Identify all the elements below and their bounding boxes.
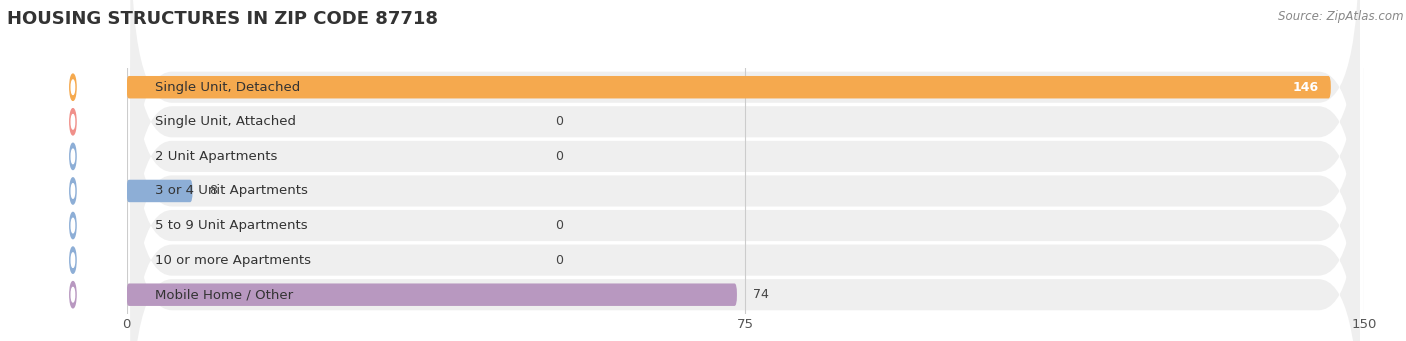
Text: HOUSING STRUCTURES IN ZIP CODE 87718: HOUSING STRUCTURES IN ZIP CODE 87718 <box>7 10 439 28</box>
Circle shape <box>70 282 76 308</box>
Circle shape <box>70 212 76 239</box>
Circle shape <box>72 253 75 267</box>
Circle shape <box>70 143 76 169</box>
FancyBboxPatch shape <box>131 103 1360 341</box>
FancyBboxPatch shape <box>127 283 737 306</box>
Circle shape <box>72 149 75 164</box>
Circle shape <box>72 184 75 198</box>
Text: 0: 0 <box>555 115 564 128</box>
FancyBboxPatch shape <box>131 0 1360 279</box>
Text: 10 or more Apartments: 10 or more Apartments <box>156 254 311 267</box>
Circle shape <box>70 247 76 273</box>
Text: Mobile Home / Other: Mobile Home / Other <box>156 288 294 301</box>
Text: 146: 146 <box>1292 81 1319 94</box>
Circle shape <box>70 109 76 135</box>
FancyBboxPatch shape <box>131 0 1360 314</box>
FancyBboxPatch shape <box>131 137 1360 341</box>
Text: 0: 0 <box>555 254 564 267</box>
Circle shape <box>72 80 75 94</box>
Circle shape <box>72 287 75 302</box>
Circle shape <box>72 115 75 129</box>
Circle shape <box>70 178 76 204</box>
Text: 74: 74 <box>754 288 769 301</box>
Text: 8: 8 <box>209 184 217 197</box>
FancyBboxPatch shape <box>131 68 1360 341</box>
Circle shape <box>72 218 75 233</box>
Text: 5 to 9 Unit Apartments: 5 to 9 Unit Apartments <box>156 219 308 232</box>
FancyBboxPatch shape <box>127 180 193 202</box>
FancyBboxPatch shape <box>131 0 1360 244</box>
Text: Single Unit, Attached: Single Unit, Attached <box>156 115 297 128</box>
FancyBboxPatch shape <box>131 34 1360 341</box>
Text: 3 or 4 Unit Apartments: 3 or 4 Unit Apartments <box>156 184 308 197</box>
Text: 0: 0 <box>555 150 564 163</box>
Text: Single Unit, Detached: Single Unit, Detached <box>156 81 301 94</box>
Circle shape <box>70 74 76 100</box>
FancyBboxPatch shape <box>127 76 1331 99</box>
Text: 2 Unit Apartments: 2 Unit Apartments <box>156 150 278 163</box>
Text: 0: 0 <box>555 219 564 232</box>
Text: Source: ZipAtlas.com: Source: ZipAtlas.com <box>1278 10 1403 23</box>
